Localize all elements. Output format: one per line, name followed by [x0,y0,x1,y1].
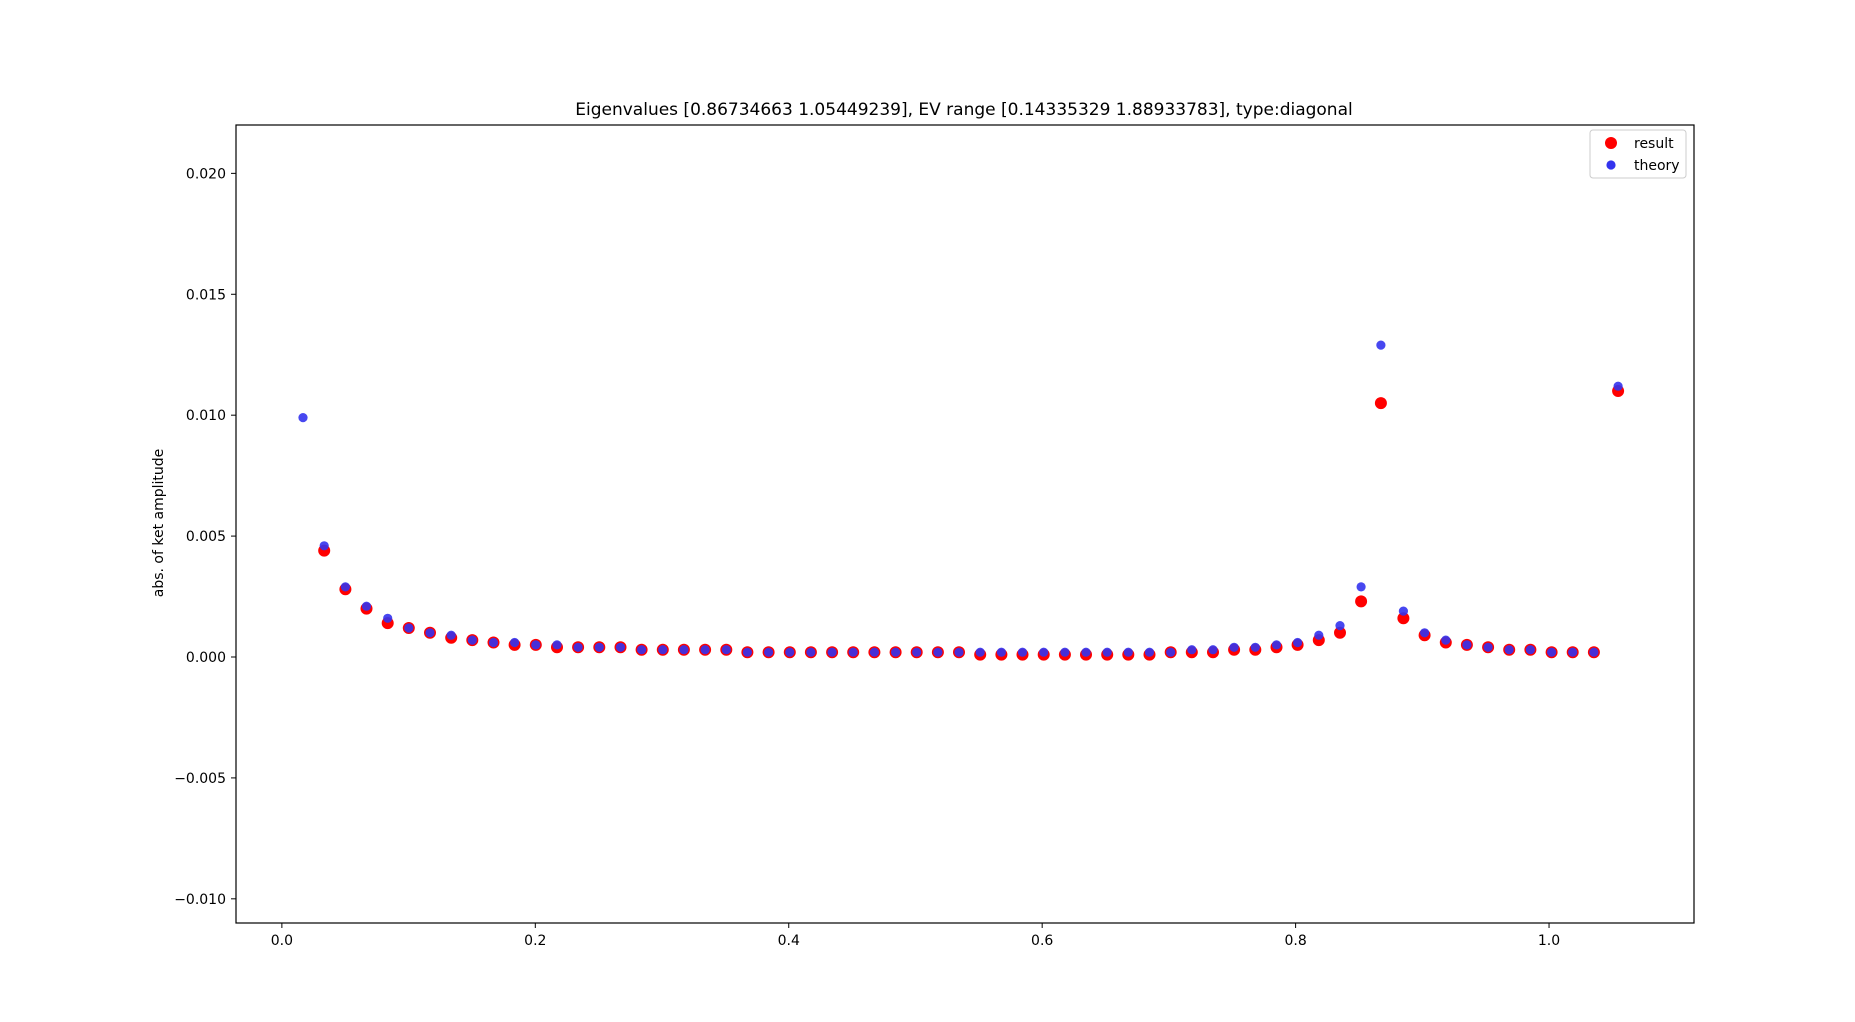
theory-point [531,640,541,650]
theory-point [446,630,456,640]
theory-point [700,645,710,655]
theory-point [785,647,795,657]
theory-point [1504,645,1514,655]
theory-point [1314,630,1324,640]
theory-point [933,647,943,657]
theory-point [954,647,964,657]
theory-point [806,647,816,657]
theory-point [1525,645,1535,655]
theory-point [1081,647,1091,657]
theory-point [573,642,583,652]
theory-point [679,645,689,655]
theory-point [298,413,308,423]
x-tick-label: 0.6 [1031,933,1053,949]
legend: result theory [1589,129,1687,179]
theory-point [467,635,477,645]
y-tick-label: 0.015 [186,287,226,303]
theory-point [1441,635,1451,645]
theory-point [1123,647,1133,657]
x-tick-label: 0.0 [271,933,293,949]
theory-point [319,541,329,551]
result-point [1355,595,1368,608]
theory-point [891,647,901,657]
theory-point [637,645,647,655]
y-tick-label: 0.010 [186,408,226,424]
x-tick-label: 1.0 [1538,933,1560,949]
theory-point [912,647,922,657]
theory-point [1102,647,1112,657]
theory-point [509,637,520,648]
theory-point [1271,640,1282,650]
theory-point [1039,647,1049,657]
theory-point [488,637,499,648]
theory-point [361,601,372,611]
theory-point [848,647,858,657]
theory-point [425,628,435,638]
theory-point [340,582,350,592]
theory-point [1144,647,1155,657]
chart-title: Eigenvalues [0.86734663 1.05449239], EV … [575,100,1352,120]
theory-point [1420,628,1430,638]
theory-point [1017,647,1028,657]
theory-point [1229,642,1239,652]
theory-point [404,623,414,633]
legend-marker-theory [1606,160,1616,170]
data-points [298,340,1625,661]
theory-point [1208,645,1218,655]
theory-point [975,647,985,657]
theory-point [1356,582,1366,592]
theory-point [869,647,880,657]
x-tick-label: 0.2 [524,933,546,949]
theory-point [383,613,393,623]
theory-point [1166,647,1176,657]
y-tick-label: −0.010 [174,892,226,908]
y-tick-label: 0.020 [186,166,226,182]
legend-marker-result [1605,137,1617,149]
legend-label-theory: theory [1634,158,1680,174]
theory-point [1483,642,1493,652]
theory-point [1398,606,1408,616]
y-axis-label: abs. of ket amplitude [151,449,167,598]
result-point [1374,397,1387,410]
theory-point [594,642,604,652]
theory-point [827,647,837,657]
theory-point [1547,647,1557,657]
theory-point [1187,645,1197,655]
y-tick-label: 0.000 [186,650,226,666]
y-tick-label: −0.005 [174,771,226,787]
theory-point [1589,647,1599,657]
theory-point [721,645,731,655]
theory-point [1250,642,1260,652]
theory-point [742,647,753,657]
result-point [1334,626,1346,639]
result-point [1397,612,1410,625]
theory-point [1060,647,1070,657]
theory-point [1568,647,1578,657]
theory-point [764,647,774,657]
theory-point [615,642,626,652]
theory-point [1376,340,1386,350]
y-tick-label: 0.005 [186,529,226,545]
theory-point [658,645,668,655]
theory-point [1462,640,1472,650]
axes: 0.0 0.2 0.4 0.6 0.8 1.0 −0.010 −0.005 0.000 0.005… [174,124,1695,949]
x-tick-label: 0.8 [1284,933,1306,949]
theory-point [1335,621,1345,631]
legend-label-result: result [1634,136,1674,152]
x-tick-label: 0.4 [778,933,800,949]
series-theory [298,340,1623,657]
theory-point [996,647,1007,657]
plot-frame [235,124,1695,924]
theory-point [1293,637,1303,648]
theory-point [1613,381,1623,391]
theory-point [552,640,562,650]
